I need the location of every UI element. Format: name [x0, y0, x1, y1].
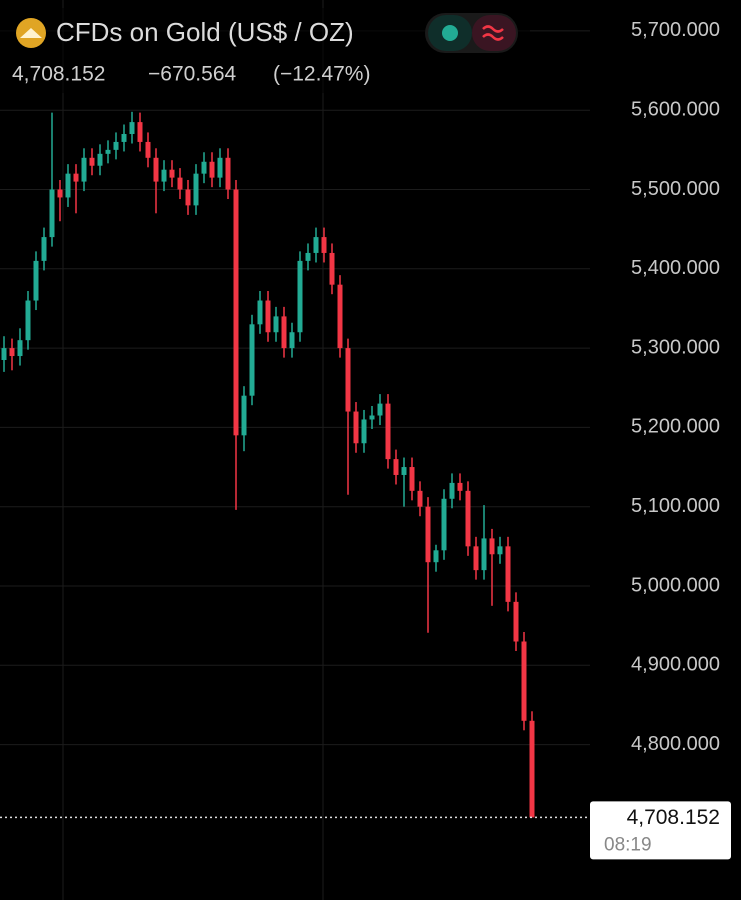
candle-body — [513, 601, 519, 642]
candle-body — [265, 300, 271, 333]
candle-body — [489, 538, 495, 555]
status-dot — [442, 25, 458, 41]
candle-body — [465, 490, 471, 547]
candle-body — [393, 459, 399, 475]
candle-body — [153, 157, 159, 182]
candle-body — [521, 641, 527, 721]
candle-body — [321, 237, 327, 253]
y-tick-label: 5,000.000 — [631, 574, 720, 596]
candle-body — [121, 134, 127, 142]
candle-body — [305, 252, 311, 261]
candle-body — [337, 284, 343, 349]
candle-body — [329, 252, 335, 285]
candle-body — [233, 189, 239, 436]
candle-body — [417, 490, 423, 507]
candle-body — [17, 340, 23, 357]
candle-body — [169, 169, 175, 178]
candle-body — [25, 300, 31, 341]
candle-body — [473, 546, 479, 571]
candle-body — [49, 189, 55, 238]
candle-body — [457, 482, 463, 491]
candle-body — [137, 122, 143, 142]
candle-body — [41, 237, 47, 261]
candle-body — [33, 260, 39, 301]
y-tick-label: 5,700.000 — [631, 19, 720, 41]
candle-body — [449, 482, 455, 499]
candle-body — [297, 260, 303, 333]
candle-body — [385, 403, 391, 460]
candle-body — [257, 300, 263, 325]
candle-body — [401, 467, 407, 475]
candle-body — [353, 411, 359, 444]
candle-body — [193, 173, 199, 206]
candle-body — [313, 237, 319, 253]
candle-body — [57, 189, 63, 198]
candle-body — [89, 157, 95, 166]
last-price-box — [590, 801, 731, 860]
candle-body — [273, 316, 279, 333]
candle-body — [361, 419, 367, 444]
candle-body — [177, 177, 183, 190]
y-tick-label: 5,500.000 — [631, 178, 720, 200]
price-change-pct: (−12.47%) — [273, 63, 370, 86]
candle-body — [425, 506, 431, 563]
candle-body — [65, 173, 71, 198]
candle-body — [433, 550, 439, 563]
candle-body — [289, 332, 295, 349]
candle-body — [481, 538, 487, 571]
y-tick-label: 5,100.000 — [631, 495, 720, 517]
candle-body — [377, 403, 383, 416]
candle-body — [73, 173, 79, 182]
candle-body — [113, 141, 119, 150]
last-price-label: 4,708.152 — [627, 806, 720, 829]
symbol-icon-glyph — [20, 28, 42, 38]
toggle-wave[interactable] — [472, 15, 516, 51]
candle-body — [97, 153, 103, 166]
candle-body — [369, 415, 375, 420]
y-tick-label: 4,900.000 — [631, 654, 720, 676]
candle-body — [209, 161, 215, 178]
candle-body — [185, 189, 191, 206]
candle-body — [497, 546, 503, 555]
candle-body — [345, 348, 351, 412]
candle-body — [249, 324, 255, 396]
candle-body — [505, 546, 511, 602]
candle-body — [145, 141, 151, 158]
wave-icon — [482, 25, 504, 41]
candle-body — [9, 348, 15, 357]
candle-body — [1, 348, 7, 360]
price-change: −670.564 — [148, 63, 236, 86]
countdown-label: 08:19 — [604, 834, 652, 855]
candle-body — [161, 169, 167, 182]
candle-body — [409, 467, 415, 491]
candle-body — [105, 149, 111, 154]
candle-body — [241, 395, 247, 436]
y-tick-label: 5,600.000 — [631, 99, 720, 121]
header: CFDs on Gold (US$ / OZ) 4,708.152 −670.5… — [0, 8, 530, 93]
candle-body — [129, 122, 135, 135]
candle-body — [217, 157, 223, 178]
candle-body — [529, 720, 535, 818]
y-tick-label: 5,300.000 — [631, 336, 720, 358]
y-tick-label: 5,400.000 — [631, 257, 720, 279]
candle-body — [281, 316, 287, 349]
y-tick-label: 4,800.000 — [631, 733, 720, 755]
candle-body — [201, 161, 207, 174]
chart-title: CFDs on Gold (US$ / OZ) — [56, 17, 354, 47]
candle-body — [441, 498, 447, 551]
y-tick-label: 5,200.000 — [631, 416, 720, 438]
candle-body — [81, 157, 87, 182]
candle-body — [225, 157, 231, 190]
last-price: 4,708.152 — [12, 63, 105, 86]
